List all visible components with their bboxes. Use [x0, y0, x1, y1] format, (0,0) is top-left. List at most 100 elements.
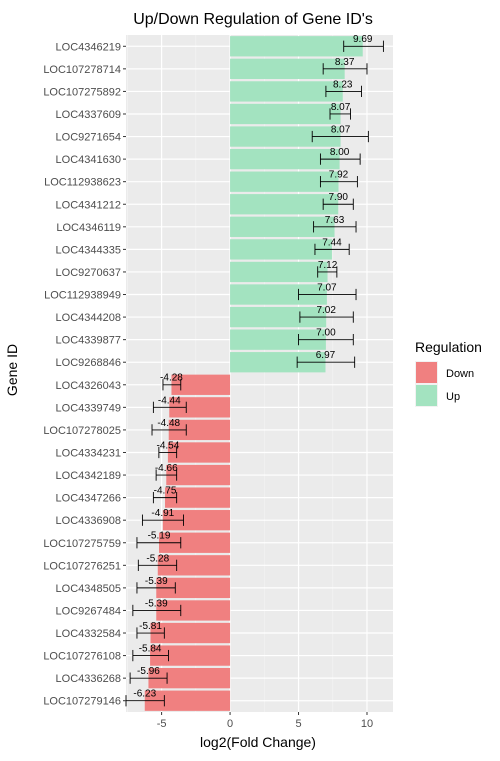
value-label: -5.28: [146, 553, 169, 564]
value-label: -5.84: [139, 644, 162, 655]
legend-entry-label: Down: [446, 368, 474, 380]
y-tick-label: LOC4344335: [56, 244, 121, 256]
bar: [230, 261, 328, 283]
value-label: 8.07: [331, 102, 351, 113]
bar: [230, 36, 363, 57]
bar: [230, 103, 341, 125]
value-label: -5.81: [139, 621, 162, 632]
bar: [230, 126, 341, 147]
value-label: 7.07: [317, 282, 337, 293]
y-tick-label: LOC9270637: [56, 267, 121, 279]
value-label: 8.00: [330, 147, 350, 158]
chart-title: Up/Down Regulation of Gene ID's: [133, 11, 373, 28]
legend-key-swatch: [416, 385, 437, 406]
value-label: 8.07: [331, 124, 351, 135]
value-label: -4.48: [157, 418, 180, 429]
y-tick-label: LOC4346219: [56, 41, 121, 53]
bar: [230, 171, 339, 192]
y-tick-label: LOC4339749: [56, 402, 121, 414]
y-tick-label: LOC107276108: [43, 651, 121, 663]
x-axis-label: log2(Fold Change): [200, 734, 316, 750]
y-tick-label: LOC4347266: [56, 493, 121, 505]
value-label: 7.00: [316, 328, 336, 339]
y-tick-label: LOC4341630: [56, 154, 121, 166]
value-label: 7.92: [329, 170, 349, 181]
y-tick-label: LOC4342189: [56, 470, 121, 482]
bar: [230, 216, 335, 237]
bar: [230, 352, 326, 373]
value-label: -5.96: [137, 666, 160, 677]
y-tick-label: LOC4348505: [56, 583, 121, 595]
bar: [158, 532, 231, 553]
bar: [166, 464, 231, 486]
bar: [148, 667, 231, 689]
y-tick-label: LOC4344208: [56, 312, 121, 324]
x-tick-label: 10: [361, 718, 373, 730]
y-tick-label: LOC107279146: [43, 696, 121, 708]
bar: [230, 81, 343, 102]
bar: [168, 419, 231, 441]
legend-title: Regulation: [415, 339, 482, 355]
bar: [230, 194, 339, 215]
value-label: -4.28: [160, 373, 183, 384]
bar: [150, 645, 231, 666]
y-tick-label: LOC112938623: [44, 177, 121, 189]
bar: [156, 600, 231, 621]
y-tick-label: LOC107275759: [43, 538, 121, 550]
y-tick-label: LOC4346119: [56, 222, 121, 234]
y-tick-label: LOC4341212: [56, 199, 121, 211]
value-label: 8.23: [333, 79, 353, 90]
bar: [230, 239, 332, 260]
y-tick-label: LOC4334231: [56, 447, 121, 459]
bar: [230, 329, 326, 350]
y-tick-label: LOC112938949: [44, 290, 121, 302]
value-label: -5.19: [148, 531, 171, 542]
y-tick-label: LOC107278714: [43, 64, 121, 76]
value-label: -5.39: [145, 598, 168, 609]
value-label: 6.97: [316, 350, 336, 361]
legend-entry-label: Up: [446, 391, 460, 403]
value-label: 7.02: [316, 305, 336, 316]
x-tick-label: 5: [295, 718, 301, 730]
bar: [156, 577, 231, 599]
legend: Regulation Down Up: [415, 339, 482, 407]
value-label: 9.69: [353, 34, 373, 45]
y-tick-label: LOC9271654: [56, 132, 121, 144]
bar: [144, 690, 231, 711]
y-tick-label: LOC107275892: [43, 86, 121, 98]
value-label: -4.44: [158, 395, 181, 406]
y-tick-label: LOC4332584: [56, 628, 121, 640]
bar: [150, 622, 231, 644]
bar: [230, 148, 340, 170]
value-label: -4.54: [157, 440, 180, 451]
y-tick-label: LOC9267484: [56, 605, 121, 617]
y-tick-label: LOC4326043: [56, 380, 121, 392]
value-label: 7.12: [318, 260, 338, 271]
value-label: 7.63: [325, 215, 345, 226]
x-tick-label: -5: [157, 718, 167, 730]
y-tick-label: LOC4339877: [56, 335, 121, 347]
legend-key-swatch: [416, 362, 437, 383]
value-label: 7.90: [328, 192, 348, 203]
bar: [230, 306, 327, 328]
bar: [230, 58, 345, 80]
y-tick-label: LOC9268846: [56, 357, 121, 369]
value-label: -4.66: [155, 463, 178, 474]
value-label: 7.44: [322, 237, 342, 248]
value-label: -5.39: [145, 576, 168, 587]
value-label: 8.37: [335, 57, 355, 68]
value-label: -6.23: [133, 689, 156, 700]
y-tick-label: LOC4337609: [56, 109, 121, 121]
plot-panel: [126, 35, 393, 712]
y-tick-label: LOC107276251: [43, 560, 121, 572]
bar: [171, 374, 231, 395]
bar: [167, 442, 231, 463]
value-label: -4.91: [151, 508, 174, 519]
y-tick-label: LOC107278025: [43, 425, 121, 437]
bar: [169, 397, 231, 418]
y-axis-label: Gene ID: [4, 344, 20, 396]
x-tick-label: 0: [227, 718, 233, 730]
value-label: -4.75: [154, 486, 177, 497]
y-tick-label: LOC4336908: [56, 515, 121, 527]
